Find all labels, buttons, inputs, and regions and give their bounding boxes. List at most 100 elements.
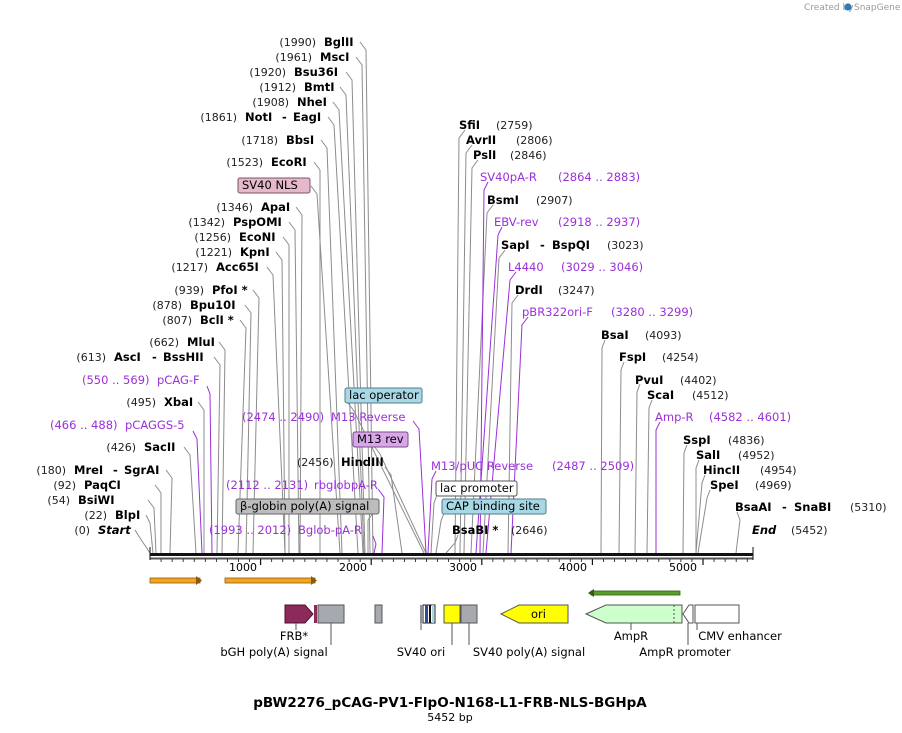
primer-label: M13/pUC Reverse — [431, 459, 533, 473]
primer-label: EBV-rev — [494, 215, 539, 229]
feature-track: ori — [284, 604, 740, 645]
site-position: (1961) — [275, 51, 312, 64]
feature-labels: FRB* bGH poly(A) signal SV40 ori SV40 po… — [220, 629, 782, 659]
end-position: (5452) — [791, 524, 828, 537]
enzyme-label: BglII — [324, 35, 354, 49]
primer-label: Bglob-pA-R — [298, 523, 362, 537]
enzyme-label: SalI — [696, 448, 720, 462]
feature-label: AmpR — [614, 629, 648, 643]
tick-label: 1000 — [229, 561, 257, 574]
enzyme-label: BsaBI * — [452, 523, 498, 537]
enzyme-label: Bsu36I — [294, 65, 338, 79]
enzyme-label-dash: - — [152, 350, 157, 364]
end-label: End — [752, 523, 777, 537]
primer-label: pBR322ori-F — [522, 305, 593, 319]
site-position: (3023) — [607, 239, 644, 252]
feature-nls — [314, 605, 317, 623]
feature-label: SV40 poly(A) signal — [473, 645, 585, 659]
site-position: (662) — [149, 336, 179, 349]
feature-label: bGH poly(A) signal — [220, 645, 327, 659]
feature-label: AmpR promoter — [639, 645, 731, 659]
enzyme-label: MscI — [320, 50, 349, 64]
ori-label: ori — [531, 607, 546, 621]
feature-box-label: M13 rev — [357, 432, 404, 446]
enzyme-label: AscI — [114, 350, 141, 364]
snapgene-logo-icon — [844, 3, 852, 11]
feature-sv40-ori — [420, 604, 436, 630]
orf-arrow-2 — [224, 576, 317, 585]
site-position: (3247) — [558, 284, 595, 297]
map-title: pBW2276_pCAG-PV1-FlpO-N168-L1-FRB-NLS-BG… — [253, 695, 647, 724]
feature-box-label: β-globin poly(A) signal — [240, 499, 369, 513]
callout-lines — [134, 41, 741, 554]
site-position: (613) — [76, 351, 106, 364]
enzyme-label: MluI — [187, 335, 215, 349]
feature-label: SV40 ori — [397, 645, 445, 659]
site-position: (4512) — [692, 389, 729, 402]
feature-frb — [284, 604, 314, 630]
site-position: (878) — [152, 299, 182, 312]
feature-cmv-enhancer — [694, 604, 740, 630]
snapgene-brand: SnapGene — [854, 3, 901, 13]
enzyme-label: SacII — [144, 440, 175, 454]
enzyme-label: PvuI — [635, 373, 663, 387]
credit-text: Created by — [804, 3, 854, 13]
enzyme-label: DrdI — [515, 283, 543, 297]
primer-range: (3280 .. 3299) — [611, 305, 693, 319]
left-enzyme-labels: (1990) BglII (1961) MscI (1920) Bsu36I (… — [36, 35, 353, 537]
site-position: (1256) — [194, 231, 231, 244]
feature-ori: ori — [499, 604, 569, 624]
site-position: (426) — [106, 441, 136, 454]
enzyme-label: BmtI — [304, 80, 335, 94]
site-position: (4402) — [680, 374, 717, 387]
primer-range: (2864 .. 2883) — [558, 170, 640, 184]
enzyme-label: NotI — [245, 110, 272, 124]
plasmid-name: pBW2276_pCAG-PV1-FlpO-N168-L1-FRB-NLS-BG… — [253, 695, 647, 711]
primer-label: Amp-R — [655, 410, 694, 424]
enzyme-label: PslI — [473, 148, 496, 162]
enzyme-label: SapI — [501, 238, 530, 252]
site-position: (4952) — [738, 449, 775, 462]
feature-ampr — [584, 604, 683, 630]
site-position: (2456) — [297, 456, 334, 469]
site-position: (1908) — [252, 96, 289, 109]
primer-labels: (550 .. 569) pCAG-F (466 .. 488) pCAGGS-… — [50, 170, 791, 537]
right-enzyme-labels: SfiI (2759) AvrII (2806) PslI (2846) Bsm… — [297, 118, 887, 537]
site-position: (939) — [174, 284, 204, 297]
enzyme-label: FspI — [619, 350, 646, 364]
primer-label: rbglobpA-R — [314, 478, 378, 492]
enzyme-label: ScaI — [647, 388, 674, 402]
credit: Created by SnapGene — [804, 3, 901, 13]
feature-box-label: lac promoter — [440, 481, 514, 495]
site-position: (2646) — [511, 524, 548, 537]
enzyme-label: EagI — [293, 110, 321, 124]
enzyme-label: KpnI — [240, 245, 270, 259]
tick-label: 5000 — [669, 561, 697, 574]
start-label: Start — [98, 523, 131, 537]
site-position: (2759) — [496, 119, 533, 132]
site-position: (1346) — [216, 201, 253, 214]
enzyme-label-dash: - — [282, 110, 287, 124]
site-position: (54) — [47, 494, 70, 507]
primer-range: (3029 .. 3046) — [561, 260, 643, 274]
enzyme-label: SpeI — [710, 478, 739, 492]
site-position: (1920) — [249, 66, 286, 79]
site-position: (4836) — [728, 434, 765, 447]
site-position: (1912) — [259, 81, 296, 94]
enzyme-label: BsmI — [487, 193, 519, 207]
feature-label: CMV enhancer — [698, 629, 782, 643]
enzyme-label: BspQI — [552, 238, 590, 252]
enzyme-label: PaqCI — [84, 478, 121, 492]
primer-label: M13 Reverse — [331, 410, 405, 424]
enzyme-label: HindIII — [341, 455, 384, 469]
primer-range: (2112 .. 2131) — [226, 478, 308, 492]
site-position: (22) — [84, 509, 107, 522]
site-position: (180) — [36, 464, 66, 477]
enzyme-label: ApaI — [261, 200, 290, 214]
site-position: (1217) — [171, 261, 208, 274]
feature-small-grey — [374, 604, 383, 624]
feature-box-label: CAP binding site — [446, 499, 540, 513]
enzyme-label-dash: - — [782, 500, 787, 514]
site-position: (2907) — [536, 194, 573, 207]
enzyme-label: HincII — [703, 463, 740, 477]
